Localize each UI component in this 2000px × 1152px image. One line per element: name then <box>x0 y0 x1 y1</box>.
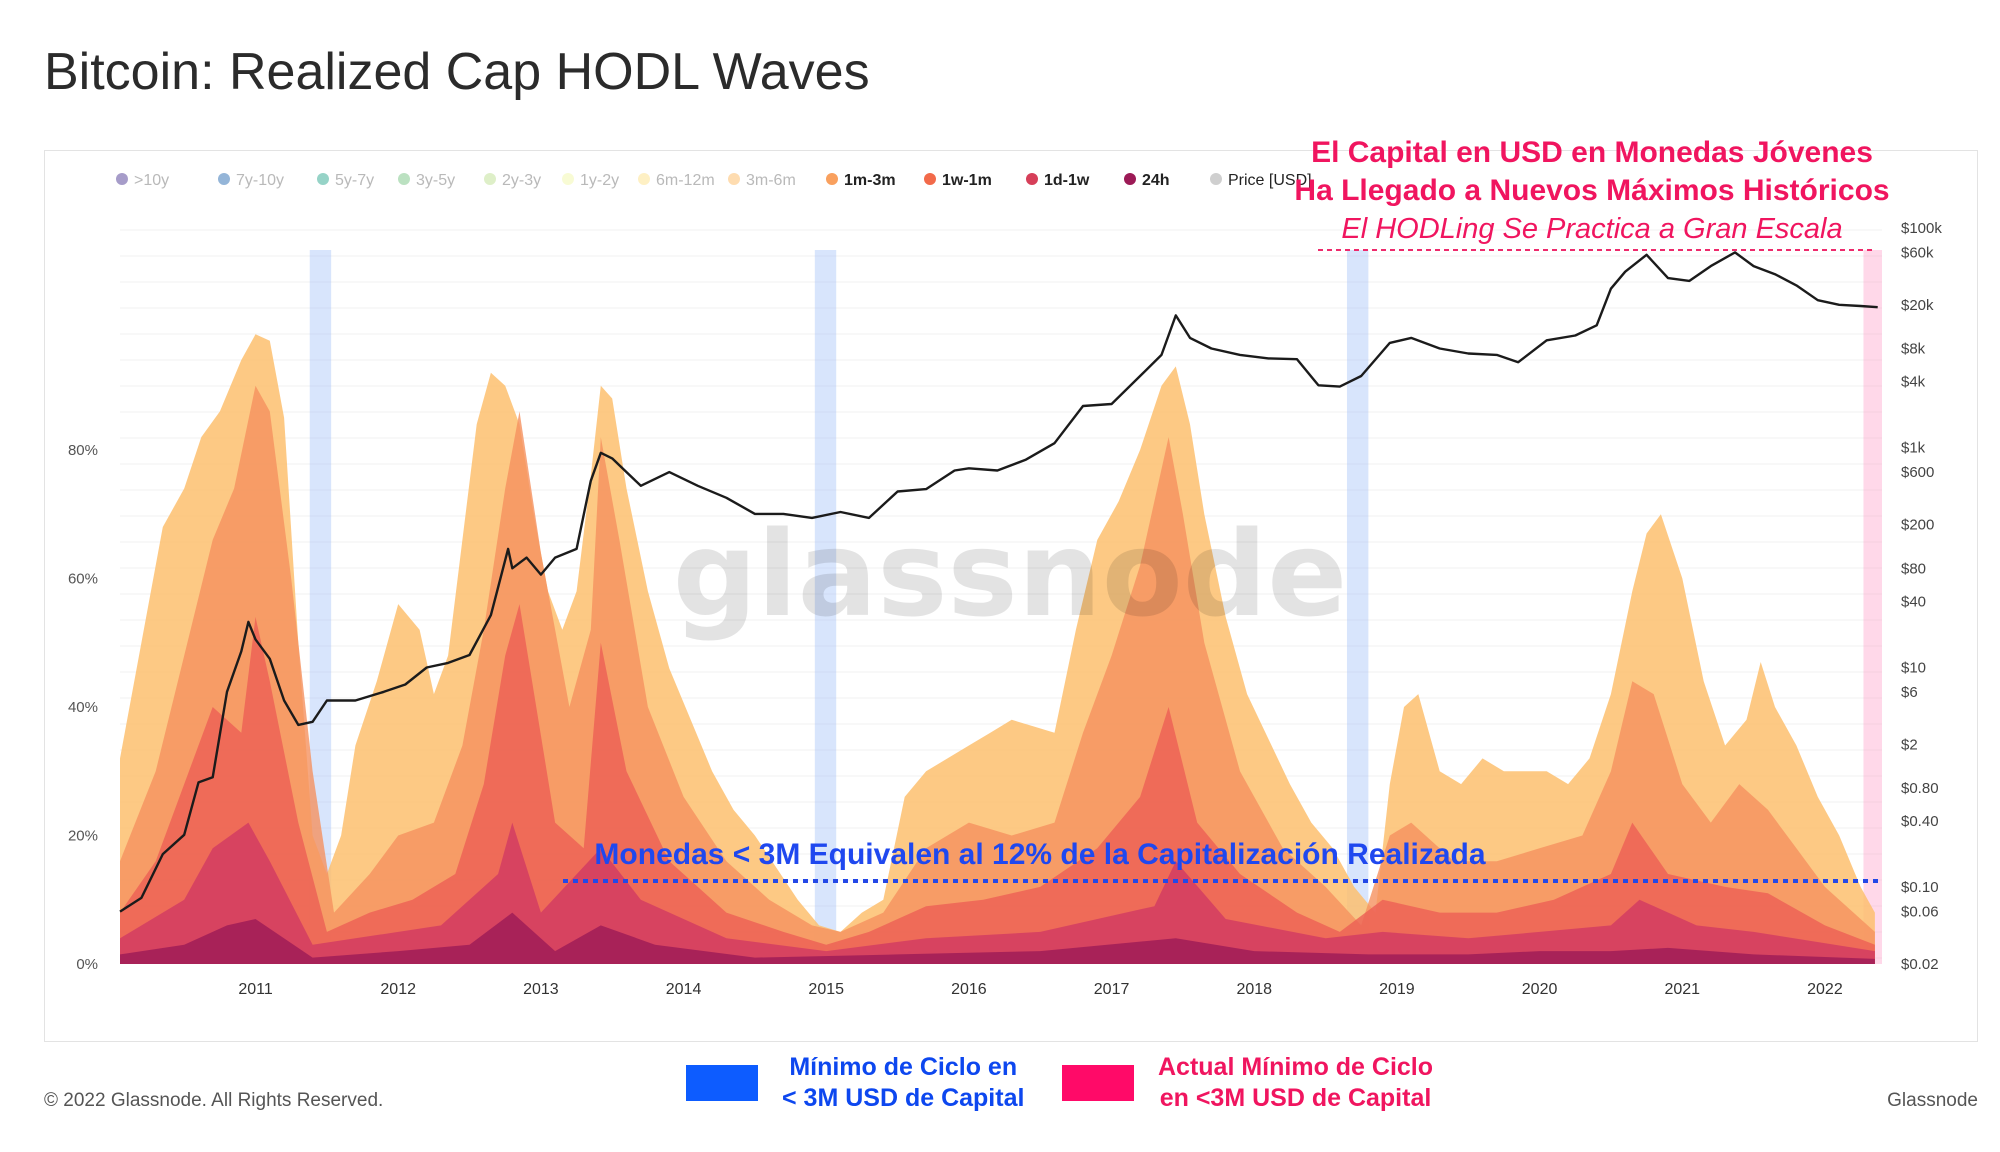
legend-swatch[interactable] <box>728 173 740 185</box>
y-right-tick-label: $0.06 <box>1901 904 1939 921</box>
price-line <box>119 251 1878 913</box>
y-left-tick-label: 80% <box>68 442 98 459</box>
y-right-tick-label: $200 <box>1901 517 1934 534</box>
cycle-low-label-1: Mínimo de Ciclo en <box>789 1053 1018 1081</box>
x-tick-label: 2019 <box>1379 981 1415 998</box>
cycle-low-label: Mínimo de Ciclo en < 3M USD de Capital <box>782 1052 1024 1114</box>
annotations: Monedas < 3M Equivalen al 12% de la Capi… <box>563 136 1890 883</box>
chart-title: Bitcoin: Realized Cap HODL Waves <box>44 43 870 101</box>
y-right-tick-label: $20k <box>1901 297 1934 314</box>
footer-brand: Glassnode <box>1887 1090 1978 1111</box>
legend-label[interactable]: >10y <box>134 172 169 189</box>
legend-swatch[interactable] <box>1210 173 1222 185</box>
y-right-tick-label: $10 <box>1901 659 1926 676</box>
legend-swatch[interactable] <box>924 173 936 185</box>
x-tick-label: 2015 <box>808 981 844 998</box>
area-series <box>120 334 1875 964</box>
y-right-tick-label: $8k <box>1901 341 1926 358</box>
price-usd-line <box>119 251 1878 913</box>
legend-label[interactable]: 7y-10y <box>236 172 284 189</box>
y-left-tick-label: 20% <box>68 827 98 844</box>
watermark: glassnode <box>673 505 1348 643</box>
y-right-tick-label: $80 <box>1901 560 1926 577</box>
legend-label[interactable]: 2y-3y <box>502 172 541 189</box>
y-right-tick-label: $2 <box>1901 736 1918 753</box>
legend-label[interactable]: 5y-7y <box>335 172 374 189</box>
legend-label[interactable]: 24h <box>1142 172 1170 189</box>
legend-label[interactable]: Price [USD] <box>1228 172 1312 189</box>
key-cycle-low: Mínimo de Ciclo en < 3M USD de Capital <box>686 1052 1024 1114</box>
cycle-low-swatch <box>686 1065 758 1101</box>
x-tick-label: 2017 <box>1094 981 1130 998</box>
y-right-tick-label: $600 <box>1901 464 1934 481</box>
legend-label[interactable]: 1w-1m <box>942 172 992 189</box>
legend-swatch[interactable] <box>1124 173 1136 185</box>
y-right-tick-label: $6 <box>1901 684 1918 701</box>
legend-label[interactable]: 1y-2y <box>580 172 619 189</box>
legend-swatch[interactable] <box>1026 173 1038 185</box>
legend-swatch[interactable] <box>562 173 574 185</box>
y-left-tick-label: 60% <box>68 570 98 587</box>
headline-line2: Ha Llegado a Nuevos Máximos Históricos <box>1294 174 1889 207</box>
area-1m-3m <box>120 385 1875 964</box>
legend-label[interactable]: 6m-12m <box>656 172 715 189</box>
x-tick-label: 2012 <box>380 981 416 998</box>
current-low-label: Actual Mínimo de Ciclo en <3M USD de Cap… <box>1158 1052 1433 1114</box>
legend-label[interactable]: 3m-6m <box>746 172 796 189</box>
x-tick-label: 2016 <box>951 981 987 998</box>
cycle-low-band <box>814 250 837 964</box>
y-right-tick-label: $0.40 <box>1901 813 1939 830</box>
headline-line3: El HODLing Se Practica a Gran Escala <box>1341 213 1842 245</box>
area-1d-1w <box>120 822 1875 964</box>
current-low-swatch <box>1062 1065 1134 1101</box>
y-right-tick-label: $100k <box>1901 220 1942 237</box>
y-right-tick-label: $40 <box>1901 593 1926 610</box>
x-tick-label: 2014 <box>666 981 702 998</box>
cycle-low-band <box>309 250 332 964</box>
legend-swatch[interactable] <box>826 173 838 185</box>
x-tick-label: 2013 <box>523 981 559 998</box>
copyright: © 2022 Glassnode. All Rights Reserved. <box>44 1090 384 1111</box>
current-low-band <box>1863 250 1882 964</box>
legend: >10y 7y-10y 5y-7y 3y-5y 2y-3y 1y-2y 6m-12m 3m-6… <box>116 172 1312 189</box>
legend-swatch[interactable] <box>317 173 329 185</box>
key-current-low: Actual Mínimo de Ciclo en <3M USD de Cap… <box>1062 1052 1433 1114</box>
legend-label[interactable]: 1m-3m <box>844 172 896 189</box>
area-24h <box>120 912 1875 964</box>
axes: 2011 2012 2013 2014 2015 2016 2017 2018 2019 2020… <box>68 220 1942 998</box>
y-right-tick-label: $4k <box>1901 374 1926 391</box>
x-tick-label: 2011 <box>238 981 273 998</box>
cycle-low-label-2: < 3M USD de Capital <box>782 1084 1025 1112</box>
legend-label[interactable]: 3y-5y <box>416 172 455 189</box>
y-right-tick-label: $0.80 <box>1901 780 1939 797</box>
legend-swatch[interactable] <box>218 173 230 185</box>
current-low-label-1: Actual Mínimo de Ciclo <box>1158 1053 1434 1081</box>
x-tick-label: 2018 <box>1236 981 1272 998</box>
y-right-tick-label: $1k <box>1901 440 1926 457</box>
x-tick-label: 2021 <box>1664 981 1700 998</box>
y-right-tick-label: $60k <box>1901 244 1934 261</box>
y-left-tick-label: 40% <box>68 699 98 716</box>
x-tick-label: 2022 <box>1807 981 1843 998</box>
legend-swatch[interactable] <box>638 173 650 185</box>
cycle-low-band <box>1346 250 1369 964</box>
current-low-label-2: en <3M USD de Capital <box>1159 1084 1432 1112</box>
area-1w-1m <box>120 604 1875 964</box>
y-left-tick-label: 0% <box>76 956 98 973</box>
y-right-tick-label: $0.10 <box>1901 879 1939 896</box>
legend-swatch[interactable] <box>398 173 410 185</box>
legend-swatch[interactable] <box>116 173 128 185</box>
y-right-tick-label: $0.02 <box>1901 956 1939 973</box>
cycle-low-bands <box>309 250 1882 964</box>
headline-line1: El Capital en USD en Monedas Jóvenes <box>1311 136 1873 169</box>
legend-label[interactable]: 1d-1w <box>1044 172 1090 189</box>
legend-swatch[interactable] <box>484 173 496 185</box>
x-tick-label: 2020 <box>1522 981 1558 998</box>
threshold-annotation: Monedas < 3M Equivalen al 12% de la Capi… <box>594 838 1485 871</box>
